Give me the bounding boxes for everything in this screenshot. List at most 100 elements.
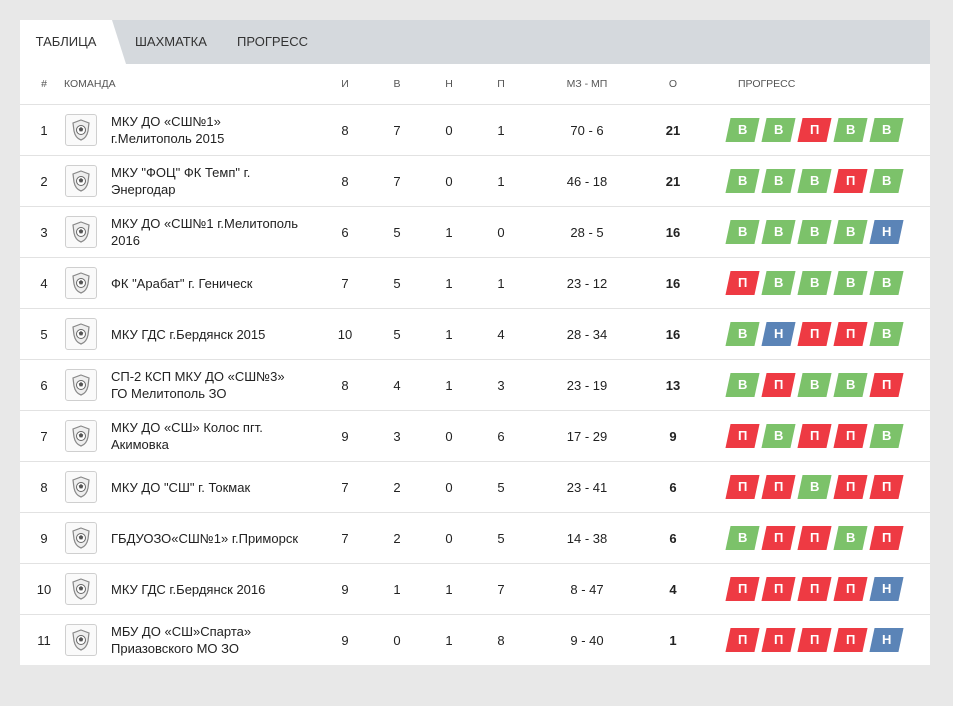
team-name[interactable]: МКУ ГДС г.Бердянск 2016: [111, 581, 266, 597]
result-letter: В: [845, 224, 856, 239]
team-logo-icon[interactable]: [65, 369, 97, 401]
tab-chess[interactable]: ШАХМАТКА: [135, 34, 207, 49]
win-badge[interactable]: В: [869, 169, 904, 193]
team-logo-icon[interactable]: [65, 420, 97, 452]
team-name[interactable]: МКУ ДО «СШ№1» г.Мелитополь 2015: [111, 114, 225, 146]
win-badge[interactable]: В: [833, 271, 868, 295]
loss-badge[interactable]: П: [725, 577, 760, 601]
team-name[interactable]: МКУ ДО «СШ№1 г.Мелитополь 2016: [111, 216, 299, 248]
loss-badge[interactable]: П: [761, 577, 796, 601]
win-badge[interactable]: В: [869, 118, 904, 142]
loss-badge[interactable]: П: [869, 475, 904, 499]
win-badge[interactable]: В: [725, 373, 760, 397]
win-badge[interactable]: В: [725, 118, 760, 142]
loss-badge[interactable]: П: [725, 628, 760, 652]
losses: 5: [497, 530, 505, 546]
loss-badge[interactable]: П: [869, 373, 904, 397]
team-name[interactable]: МКУ ДО "СШ" г. Токмак: [111, 479, 251, 495]
win-badge[interactable]: В: [797, 169, 832, 193]
team-logo-icon[interactable]: [65, 165, 97, 197]
loss-badge[interactable]: П: [833, 424, 868, 448]
goals: 23 - 41: [566, 479, 608, 495]
table-row: 9 ГБДУОЗО«СШ№1» г.Приморск 7 2 0 5 14 - …: [20, 513, 930, 564]
win-badge[interactable]: В: [725, 322, 760, 346]
loss-badge[interactable]: П: [833, 475, 868, 499]
win-badge[interactable]: В: [761, 271, 796, 295]
games-played: 9: [341, 581, 349, 597]
win-badge[interactable]: В: [869, 322, 904, 346]
win-badge[interactable]: В: [833, 118, 868, 142]
team-name[interactable]: МБУ ДО «СШ»Спарта» Приазовского МО ЗО: [111, 624, 252, 656]
team-logo-icon[interactable]: [65, 624, 97, 656]
result-letter: П: [809, 122, 820, 137]
draw-badge[interactable]: Н: [869, 628, 904, 652]
team-logo-icon[interactable]: [65, 267, 97, 299]
draws: 1: [445, 632, 453, 648]
loss-badge[interactable]: П: [797, 577, 832, 601]
team-logo-icon[interactable]: [65, 114, 97, 146]
win-badge[interactable]: В: [869, 424, 904, 448]
team-logo-icon[interactable]: [65, 573, 97, 605]
team-logo-icon[interactable]: [65, 471, 97, 503]
loss-badge[interactable]: П: [797, 118, 832, 142]
draw-badge[interactable]: Н: [869, 220, 904, 244]
losses: 4: [497, 326, 505, 342]
team-name[interactable]: МКУ ГДС г.Бердянск 2015: [111, 326, 266, 342]
loss-badge[interactable]: П: [797, 526, 832, 550]
points: 13: [665, 377, 681, 393]
loss-badge[interactable]: П: [869, 526, 904, 550]
tab-progress[interactable]: ПРОГРЕСС: [237, 34, 308, 49]
team-logo-icon[interactable]: [65, 216, 97, 248]
wins: 7: [393, 173, 401, 189]
loss-badge[interactable]: П: [797, 628, 832, 652]
loss-badge[interactable]: П: [761, 526, 796, 550]
draws: 1: [445, 275, 453, 291]
team-name[interactable]: СП-2 КСП МКУ ДО «СШ№3» ГО Мелитополь ЗО: [111, 369, 285, 401]
win-badge[interactable]: В: [833, 373, 868, 397]
win-badge[interactable]: В: [725, 220, 760, 244]
loss-badge[interactable]: П: [833, 628, 868, 652]
loss-badge[interactable]: П: [761, 475, 796, 499]
win-badge[interactable]: В: [869, 271, 904, 295]
loss-badge[interactable]: П: [797, 322, 832, 346]
win-badge[interactable]: В: [797, 373, 832, 397]
win-badge[interactable]: В: [761, 220, 796, 244]
loss-badge[interactable]: П: [797, 424, 832, 448]
row-position: 10: [36, 581, 52, 597]
team-name[interactable]: ФК "Арабат" г. Геническ: [111, 275, 253, 291]
loss-badge[interactable]: П: [761, 628, 796, 652]
draw-badge[interactable]: Н: [761, 322, 796, 346]
win-badge[interactable]: В: [797, 220, 832, 244]
win-badge[interactable]: В: [797, 271, 832, 295]
losses: 1: [497, 173, 505, 189]
loss-badge[interactable]: П: [725, 271, 760, 295]
loss-badge[interactable]: П: [833, 577, 868, 601]
loss-badge[interactable]: П: [725, 475, 760, 499]
win-badge[interactable]: В: [761, 424, 796, 448]
points: 21: [665, 173, 681, 189]
loss-badge[interactable]: П: [725, 424, 760, 448]
win-badge[interactable]: В: [761, 169, 796, 193]
win-badge[interactable]: В: [833, 526, 868, 550]
win-badge[interactable]: В: [761, 118, 796, 142]
losses: 6: [497, 428, 505, 444]
team-name[interactable]: МКУ "ФОЦ" ФК Темп" г. Энергодар: [111, 165, 251, 197]
loss-badge[interactable]: П: [833, 322, 868, 346]
win-badge[interactable]: В: [833, 220, 868, 244]
loss-badge[interactable]: П: [761, 373, 796, 397]
win-badge[interactable]: В: [725, 169, 760, 193]
team-logo-icon[interactable]: [65, 318, 97, 350]
result-letter: В: [773, 224, 784, 239]
team-logo-icon[interactable]: [65, 522, 97, 554]
draw-badge[interactable]: Н: [869, 577, 904, 601]
win-badge[interactable]: В: [725, 526, 760, 550]
result-letter: В: [809, 224, 820, 239]
loss-badge[interactable]: П: [833, 169, 868, 193]
tab-table[interactable]: ТАБЛИЦА: [20, 20, 126, 64]
team-name[interactable]: МКУ ДО «СШ» Колос пгт. Акимовка: [111, 420, 263, 452]
team-name[interactable]: ГБДУОЗО«СШ№1» г.Приморск: [111, 530, 299, 546]
result-letter: В: [881, 122, 892, 137]
win-badge[interactable]: В: [797, 475, 832, 499]
